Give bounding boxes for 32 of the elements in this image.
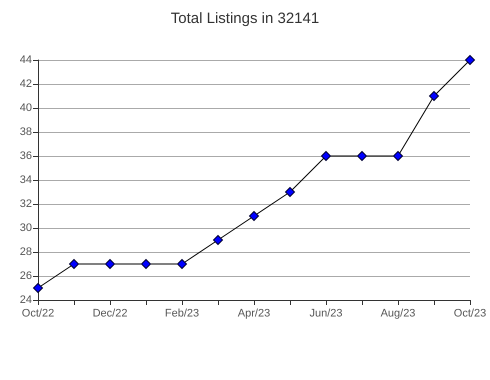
point	[465, 55, 475, 65]
point	[249, 211, 259, 221]
x-tick-label: Apr/23	[238, 308, 270, 320]
x-tick-label: Aug/23	[380, 308, 416, 320]
point	[141, 259, 151, 269]
y-tick-label: 34	[20, 174, 32, 186]
x-tick-label: Oct/23	[454, 308, 486, 320]
y-tick-label: 42	[20, 78, 32, 90]
y-tick-label: 26	[20, 270, 32, 282]
x-tick-label: Dec/22	[92, 308, 128, 320]
y-tick-label: 32	[20, 198, 32, 210]
y-tick-label: 44	[20, 54, 32, 66]
x-tick-label: Jun/23	[309, 308, 343, 320]
point	[357, 151, 367, 161]
y-tick-label: 36	[20, 150, 32, 162]
x-tick-label: Feb/23	[164, 308, 200, 320]
y-tick-label: 24	[20, 294, 32, 306]
point	[285, 187, 295, 197]
point	[69, 259, 79, 269]
point	[321, 151, 331, 161]
point	[33, 283, 43, 293]
y-tick-label: 38	[20, 126, 32, 138]
y-tick-label: 30	[20, 222, 32, 234]
y-tick-label: 28	[20, 246, 32, 258]
chart-title: Total Listings in 32141	[170, 10, 320, 27]
point	[177, 259, 187, 269]
point	[393, 151, 403, 161]
point	[429, 91, 439, 101]
point	[213, 235, 223, 245]
y-tick-label: 40	[20, 102, 32, 114]
point	[105, 259, 115, 269]
x-tick-label: Oct/22	[22, 308, 54, 320]
